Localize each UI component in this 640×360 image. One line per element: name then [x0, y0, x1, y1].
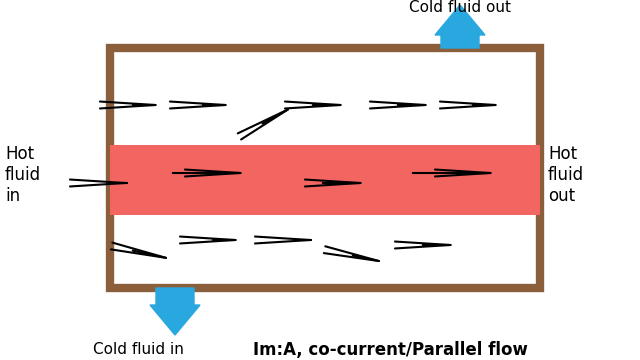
Text: Hot
fluid
out: Hot fluid out	[548, 145, 584, 205]
FancyArrow shape	[150, 288, 200, 335]
Bar	[110, 145, 540, 215]
Text: Hot
fluid
in: Hot fluid in	[5, 145, 41, 205]
Text: Im:A, co-current/Parallel flow: Im:A, co-current/Parallel flow	[253, 341, 527, 359]
Text: Cold fluid out: Cold fluid out	[409, 0, 511, 15]
Text: Cold fluid in: Cold fluid in	[93, 342, 184, 357]
Bar	[110, 48, 540, 288]
FancyArrow shape	[435, 5, 485, 48]
